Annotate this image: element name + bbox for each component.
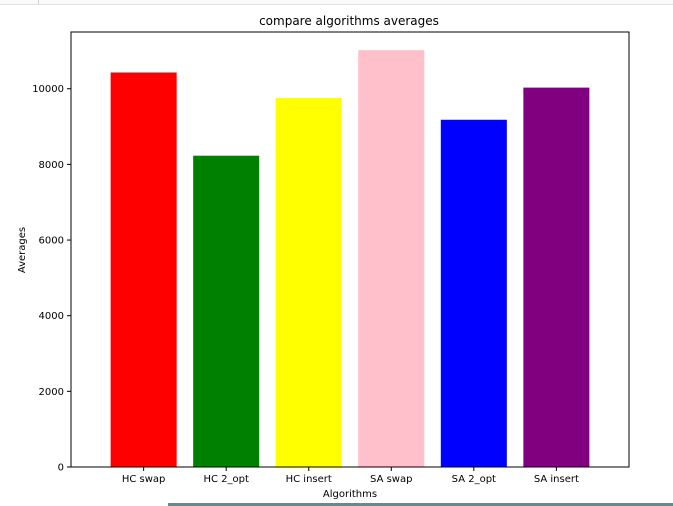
x-tick-label: HC insert (286, 474, 332, 485)
x-tick-label: HC swap (122, 474, 166, 485)
x-axis-ticks: HC swap HC 2_opt HC insert SA swap SA 2_opt S… (122, 467, 579, 485)
x-tick-label: SA swap (370, 474, 412, 485)
x-tick-label: SA insert (534, 474, 579, 485)
bars-group (110, 50, 590, 468)
y-tick-label: 6000 (39, 236, 64, 247)
y-tick-label: 2000 (39, 387, 64, 398)
bar-hc-swap (110, 72, 177, 468)
y-tick-label: 0 (58, 463, 64, 474)
cell-border-top (0, 0, 673, 5)
bar-sa-swap (358, 50, 425, 467)
x-tick-label: HC 2_opt (203, 474, 249, 485)
y-tick-label: 10000 (32, 84, 64, 95)
y-axis-label: Averages (17, 227, 28, 273)
cell-border-bottom (168, 503, 673, 506)
plot-frame (70, 31, 630, 468)
cell-prompt-border (0, 0, 39, 4)
bar-sa-insert (523, 87, 590, 468)
x-axis-label: Algorithms (323, 489, 377, 500)
bar-hc-2-opt (193, 155, 260, 468)
chart-title: compare algorithms averages (259, 14, 439, 28)
y-tick-label: 4000 (39, 311, 64, 322)
x-tick-label: SA 2_opt (452, 474, 496, 485)
y-tick-label: 8000 (39, 160, 64, 171)
y-axis-ticks: 0 2000 4000 6000 8000 10000 (32, 84, 71, 474)
bar-hc-insert (275, 97, 342, 468)
bar-sa-2-opt (440, 119, 507, 467)
